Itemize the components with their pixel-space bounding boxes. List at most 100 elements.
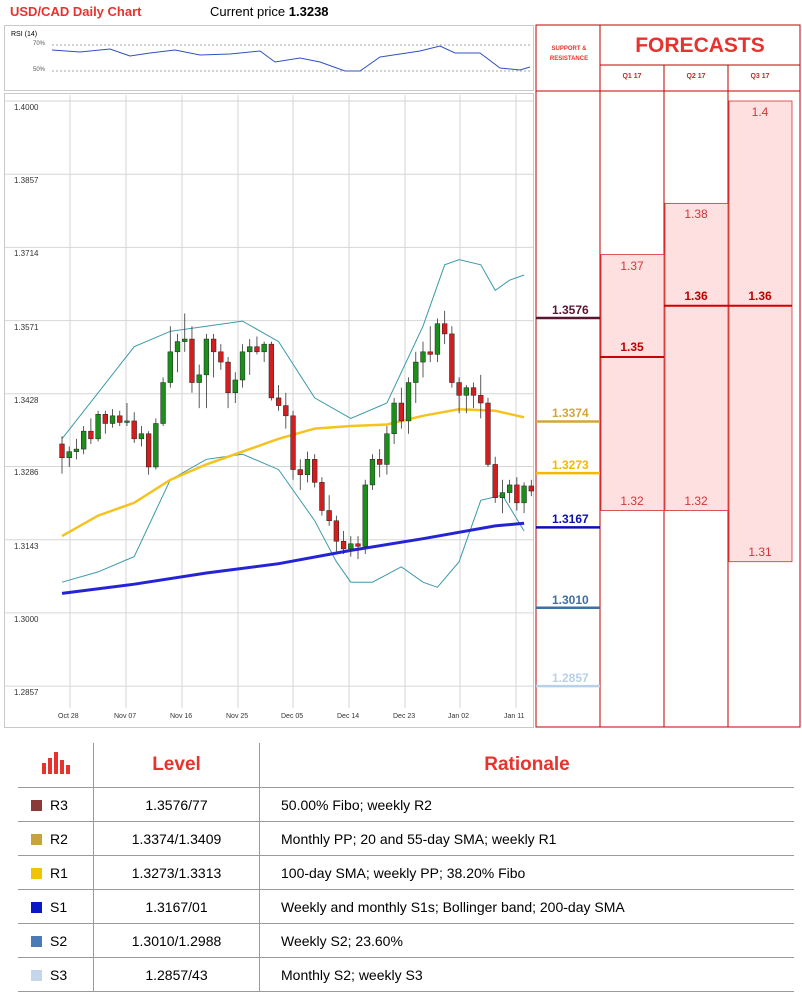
y-tick-label: 1.3857	[14, 176, 39, 186]
candle-body	[492, 464, 498, 498]
support-resistance-lines	[536, 316, 600, 688]
candle-body	[182, 338, 188, 342]
candle-body	[434, 323, 441, 355]
level-name-cell: S3	[18, 957, 94, 992]
price-chart-panel	[4, 93, 534, 728]
level-rationale: Weekly S2; 23.60%	[259, 923, 794, 958]
candle-body	[348, 543, 354, 550]
level-name: R3	[50, 796, 68, 813]
forecast-range	[728, 100, 793, 563]
x-tick-label: Dec 14	[337, 713, 360, 720]
x-tick-label: Jan 11	[504, 713, 525, 720]
y-tick-label: 1.4000	[14, 103, 39, 112]
candle-body	[124, 420, 130, 423]
level-value: 1.2857/43	[93, 957, 260, 992]
candle-body	[470, 387, 477, 396]
candle-body	[340, 540, 347, 550]
candle-body	[514, 484, 520, 504]
candle-body	[117, 415, 123, 423]
x-tick-label: Oct 28	[58, 713, 79, 720]
candle-body	[275, 397, 282, 406]
forecast-high: 1.4	[751, 105, 769, 119]
candle-body	[499, 492, 506, 498]
forecast-grid	[535, 24, 801, 728]
level-row: R1 1.3273/1.3313 100-day SMA; weekly PP; 3…	[18, 855, 794, 890]
forecast-low: 1.32	[620, 493, 644, 508]
level-header: Level	[93, 743, 260, 788]
candle-body	[247, 346, 253, 353]
candle-body	[196, 374, 202, 383]
candle-body	[427, 351, 433, 355]
rsi-level-50: 50%	[33, 67, 46, 73]
level-value: 1.3374/1.3409	[93, 821, 260, 856]
sma-100	[61, 521, 525, 595]
candle-body	[319, 482, 325, 511]
candle-body	[73, 448, 80, 452]
forecast-range	[664, 202, 729, 511]
rationale-header: Rationale	[259, 743, 794, 788]
x-tick-label: Jan 02	[448, 713, 470, 720]
candle-body	[225, 361, 231, 394]
forecasts-title: FORECASTS	[635, 34, 765, 57]
candle-body	[203, 338, 210, 376]
forecast-low: 1.31	[748, 544, 772, 559]
level-row: S3 1.2857/43 Monthly S2; weekly S3	[18, 957, 794, 992]
level-value: 1.3576/77	[93, 787, 260, 822]
sr-level-value: 1.3273	[552, 458, 589, 473]
level-swatch	[31, 935, 42, 947]
level-rationale: 100-day SMA; weekly PP; 38.20% Fibo	[259, 855, 794, 890]
chart-overlays	[61, 259, 525, 595]
bollinger-lower	[61, 453, 525, 588]
level-name-cell: R1	[18, 855, 94, 890]
candle-body	[485, 402, 491, 465]
quarter-header: Q2 17	[686, 73, 706, 80]
candle-body	[81, 430, 87, 450]
candle-body	[167, 351, 173, 383]
x-tick-label: Nov 25	[226, 713, 249, 720]
candle-body	[326, 510, 332, 521]
level-name: S2	[50, 932, 68, 949]
candle-body	[391, 402, 397, 434]
current-price-value: 1.3238	[288, 4, 329, 19]
quarter-header: Q3 17	[750, 73, 770, 80]
levels-table: Level Rationale R3 1.3576/77 50.00% Fibo; …	[18, 743, 794, 992]
candle-body	[59, 443, 65, 459]
x-tick-label: Dec 05	[281, 713, 304, 720]
candle-body	[268, 343, 275, 399]
level-swatch	[31, 799, 42, 811]
forecast-mid: 1.36	[684, 288, 708, 303]
level-rationale: Weekly and monthly S1s; Bollinger band; …	[259, 889, 794, 924]
level-swatch	[31, 969, 42, 981]
candle-body	[109, 415, 116, 424]
candle-body	[153, 423, 159, 468]
level-row: S1 1.3167/01 Weekly and monthly S1s; Bolli…	[18, 889, 794, 924]
candle-body	[312, 459, 318, 483]
forecast-mid: 1.36	[748, 288, 772, 303]
bollinger-upper	[61, 259, 525, 440]
level-rationale: Monthly PP; 20 and 55-day SMA; weekly R1	[259, 821, 794, 856]
level-value: 1.3273/1.3313	[93, 855, 260, 890]
candle-body	[333, 520, 340, 542]
level-row: R3 1.3576/77 50.00% Fibo; weekly R2	[18, 787, 794, 822]
sr-level-value: 1.3576	[552, 303, 589, 318]
level-name-cell: S2	[18, 923, 94, 958]
level-name: R1	[50, 864, 68, 881]
rsi-label: RSI (14)	[11, 31, 38, 38]
candle-body	[377, 459, 383, 465]
candle-body	[254, 346, 260, 353]
sr-level-value: 1.3374	[552, 406, 589, 421]
forecast-mid: 1.35	[620, 339, 644, 354]
level-swatch	[31, 867, 42, 879]
candle-body	[261, 343, 267, 353]
x-tick-label: Dec 23	[393, 713, 416, 720]
candle-body	[463, 387, 469, 396]
y-tick-label: 1.2857	[14, 688, 39, 698]
candle-body	[218, 351, 224, 363]
rsi-plot	[51, 44, 531, 72]
forecast-high: 1.37	[620, 258, 644, 273]
level-rationale: Monthly S2; weekly S3	[259, 957, 794, 992]
candle-body	[283, 405, 289, 417]
sr-level-value: 1.3010	[552, 592, 589, 607]
candle-body	[102, 414, 108, 424]
